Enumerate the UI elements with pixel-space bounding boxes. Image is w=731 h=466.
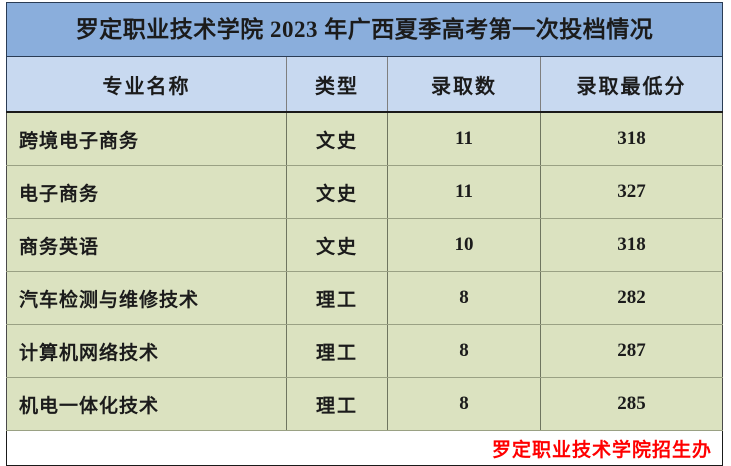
table-row: 跨境电子商务 文史 11 318: [6, 111, 723, 166]
cell-score: 287: [540, 324, 723, 378]
table-row: 计算机网络技术 理工 8 287: [6, 324, 723, 378]
column-header-major[interactable]: 专业名称: [6, 56, 287, 113]
cell-score: 327: [540, 165, 723, 219]
cell-major: 商务英语: [6, 218, 287, 272]
cell-count: 11: [387, 111, 541, 166]
column-header-type[interactable]: 类型: [286, 56, 388, 113]
cell-type: 文史: [286, 111, 388, 166]
cell-type: 文史: [286, 218, 388, 272]
cell-type: 理工: [286, 324, 388, 378]
cell-major: 计算机网络技术: [6, 324, 287, 378]
table-container: 罗定职业技术学院 2023 年广西夏季高考第一次投档情况 专业名称 类型 录取数…: [6, 2, 723, 466]
table-row: 电子商务 文史 11 327: [6, 165, 723, 219]
cell-score: 318: [540, 218, 723, 272]
cell-count: 8: [387, 324, 541, 378]
column-header-count[interactable]: 录取数: [387, 56, 541, 113]
table-title-cell: 罗定职业技术学院 2023 年广西夏季高考第一次投档情况: [6, 2, 723, 57]
table-header-row: 专业名称 类型 录取数 录取最低分: [6, 56, 723, 113]
admission-results-table: 罗定职业技术学院 2023 年广西夏季高考第一次投档情况 专业名称 类型 录取数…: [6, 2, 723, 466]
cell-score: 318: [540, 111, 723, 166]
column-header-score[interactable]: 录取最低分: [540, 56, 723, 113]
table-row: 商务英语 文史 10 318: [6, 218, 723, 272]
page-title: 罗定职业技术学院 2023 年广西夏季高考第一次投档情况: [75, 16, 654, 42]
table-footer-cell: 罗定职业技术学院招生办: [6, 430, 723, 466]
cell-major: 电子商务: [6, 165, 287, 219]
cell-score: 282: [540, 271, 723, 325]
table-footer-row: 罗定职业技术学院招生办: [6, 430, 723, 466]
cell-score: 285: [540, 377, 723, 431]
cell-major: 汽车检测与维修技术: [6, 271, 287, 325]
cell-count: 10: [387, 218, 541, 272]
cell-type: 理工: [286, 271, 388, 325]
cell-count: 8: [387, 377, 541, 431]
cell-major: 跨境电子商务: [6, 111, 287, 166]
signature-label: 罗定职业技术学院招生办: [491, 439, 712, 461]
table-row: 机电一体化技术 理工 8 285: [6, 377, 723, 431]
cell-type: 理工: [286, 377, 388, 431]
table-body: 罗定职业技术学院 2023 年广西夏季高考第一次投档情况 专业名称 类型 录取数…: [6, 2, 723, 466]
cell-type: 文史: [286, 165, 388, 219]
cell-major: 机电一体化技术: [6, 377, 287, 431]
cell-count: 11: [387, 165, 541, 219]
table-title-row: 罗定职业技术学院 2023 年广西夏季高考第一次投档情况: [6, 2, 723, 57]
cell-count: 8: [387, 271, 541, 325]
table-row: 汽车检测与维修技术 理工 8 282: [6, 271, 723, 325]
